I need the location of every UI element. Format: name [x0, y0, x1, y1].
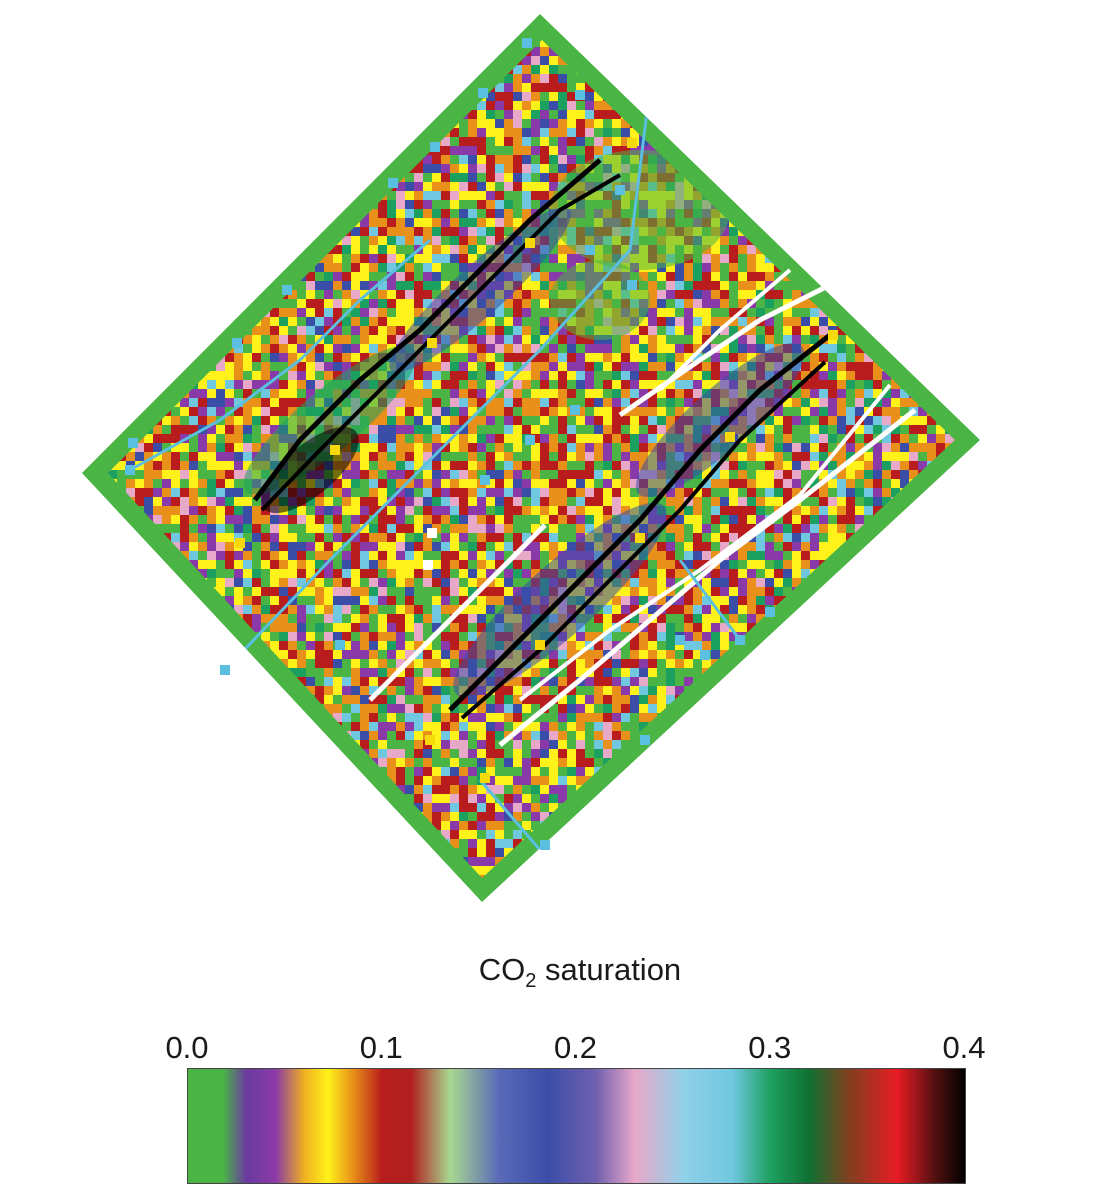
well-marker — [423, 560, 433, 570]
well-marker — [627, 138, 637, 148]
cyan-well-path — [478, 779, 542, 851]
well-marker — [430, 142, 440, 152]
well-marker — [640, 735, 650, 745]
producer-well-path — [368, 523, 547, 702]
cyan-well-path — [678, 559, 742, 641]
well-marker — [388, 178, 398, 188]
well-marker — [615, 185, 625, 195]
well-marker — [220, 665, 230, 675]
well-marker — [735, 635, 745, 645]
colorbar-tick-label: 0.2 — [553, 1030, 598, 1065]
well-marker — [570, 405, 580, 415]
well-marker — [525, 238, 535, 248]
well-marker — [128, 438, 138, 448]
injector-well-path — [460, 360, 827, 720]
well-marker — [828, 330, 838, 340]
co2-saturation-map — [82, 14, 980, 902]
well-marker — [700, 650, 710, 660]
well-marker — [627, 280, 637, 290]
well-marker — [125, 465, 135, 475]
colorbar-tick-label: 0.1 — [359, 1030, 403, 1065]
well-marker — [480, 475, 490, 485]
producer-well-path — [518, 383, 892, 702]
producer-well-path — [498, 408, 917, 747]
colorbar-title: CO2 saturation — [478, 952, 682, 993]
cyan-well-path — [223, 14, 662, 672]
well-marker — [480, 773, 490, 783]
well-marker — [525, 435, 535, 445]
well-marker — [765, 607, 775, 617]
well-marker — [540, 840, 550, 850]
well-marker — [425, 735, 435, 745]
well-marker — [427, 338, 437, 348]
colorbar-ticks: 0.0 0.1 0.2 0.3 0.4 — [0, 1030, 1100, 1070]
colorbar-tick-label: 0.4 — [942, 1030, 986, 1065]
colorbar-tick-label: 0.3 — [748, 1030, 792, 1065]
well-marker — [335, 640, 345, 650]
well-marker — [478, 88, 488, 98]
well-marker — [330, 445, 340, 455]
well-marker — [675, 635, 685, 645]
well-marker — [575, 90, 585, 100]
well-marker — [535, 640, 545, 650]
well-marker — [427, 528, 437, 538]
injector-well-path — [253, 158, 602, 502]
producer-well-path — [658, 268, 792, 392]
well-marker — [725, 432, 735, 442]
injector-well-path — [260, 173, 622, 512]
well-marker — [585, 245, 595, 255]
cyan-well-path — [129, 238, 431, 472]
injector-well-path — [448, 333, 832, 712]
colorbar-gradient — [187, 1068, 966, 1184]
well-marker — [232, 338, 242, 348]
well-marker — [235, 538, 245, 548]
well-marker — [522, 38, 532, 48]
well-marker — [635, 533, 645, 543]
well-marker — [282, 285, 292, 295]
colorbar-tick-label: 0.0 — [165, 1030, 209, 1065]
